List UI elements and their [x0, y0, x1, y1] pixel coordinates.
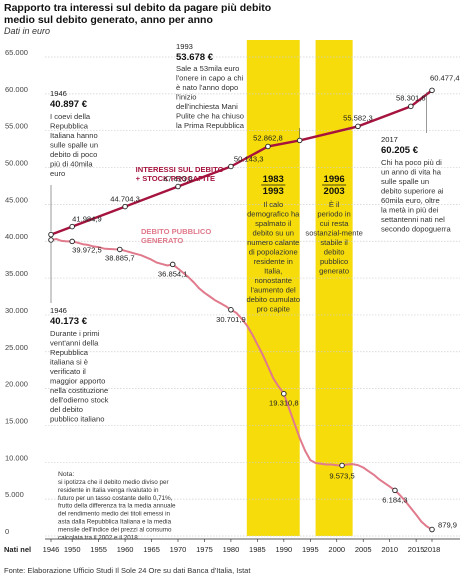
- x-tick-label: 2005: [355, 545, 372, 554]
- series-line-2: [50, 238, 433, 531]
- band-label-start: 1983: [263, 174, 284, 185]
- series-name-2: DEBITO PUBBLICO GENERATO: [141, 227, 211, 245]
- data-label: 6.184,3: [382, 495, 407, 504]
- data-point: [69, 238, 75, 245]
- data-label: 30.701,9: [216, 315, 246, 324]
- unit-label: Dati in euro: [4, 26, 51, 36]
- band-text: È il periodo in cui resta sostanzial-mente s…: [305, 200, 362, 276]
- data-point: [429, 526, 435, 533]
- y-tick-label: 35.000: [5, 269, 28, 278]
- annotation-year: 1946: [50, 89, 67, 98]
- data-point: [408, 103, 414, 110]
- data-point: [48, 237, 54, 243]
- data-label: 9.573,5: [329, 471, 354, 480]
- data-point: [429, 87, 435, 94]
- data-label: 36.854,1: [158, 269, 188, 278]
- data-label: 52.862,8: [253, 133, 283, 142]
- y-tick-label: 60.000: [5, 85, 28, 94]
- x-tick-label: 1965: [143, 545, 160, 554]
- band-label-end: 2003: [324, 186, 345, 197]
- note-text: si ipotizza che il debito medio diviso p…: [58, 479, 176, 541]
- band-label-start: 1996: [324, 174, 345, 185]
- x-tick-label: 2015: [408, 545, 425, 554]
- data-point: [296, 137, 303, 144]
- y-tick-label: 30.000: [5, 306, 28, 315]
- band-label-end: 1993: [263, 186, 284, 197]
- data-point: [265, 143, 271, 150]
- x-tick-label: 1995: [302, 545, 319, 554]
- data-point: [228, 307, 234, 313]
- annotation-year: 1946: [50, 306, 67, 315]
- y-tick-label: 25.000: [5, 343, 28, 352]
- data-point: [392, 487, 398, 494]
- data-point: [117, 246, 123, 253]
- x-tick-label: 2010: [381, 545, 398, 554]
- data-point: [48, 231, 54, 238]
- x-tick-label: 1970: [170, 545, 187, 554]
- annotation-year: 1993: [176, 42, 193, 51]
- data-point: [69, 223, 75, 230]
- y-tick-label: 55.000: [5, 122, 28, 131]
- data-label: 55.582,3: [343, 113, 373, 122]
- data-point: [228, 163, 234, 170]
- y-tick-label: 40.000: [5, 232, 28, 241]
- series-line-1: [50, 89, 433, 236]
- annotation-value: 60.205 €: [381, 145, 419, 156]
- data-label: 58.301,8: [396, 93, 426, 102]
- data-point: [175, 183, 181, 190]
- x-tick-label: 1946: [43, 545, 60, 554]
- data-point: [169, 261, 176, 268]
- data-label: 879,9: [438, 521, 457, 530]
- band-text: Il calo demografico ha spalmato il debito s…: [246, 200, 300, 314]
- annotation-value: 40.897 €: [50, 99, 88, 110]
- y-tick-label: 5.000: [5, 490, 24, 499]
- chart-title: Rapporto tra interessi sul debito da pag…: [4, 2, 272, 26]
- data-point: [355, 123, 361, 130]
- y-tick-label: 15.000: [5, 416, 28, 425]
- x-tick-label: 2000: [328, 545, 345, 554]
- y-tick-label: 50.000: [5, 159, 28, 168]
- y-tick-label: 65.000: [5, 48, 28, 57]
- note-title: Nota:: [58, 471, 74, 478]
- data-label: 44.704,3: [110, 195, 140, 204]
- annotation-text: I coevi della Repubblica Italiana hanno sul…: [50, 112, 98, 178]
- highlight-band-2: [315, 40, 353, 536]
- source-note: Fonte: Elaborazione Ufficio Studi Il Sol…: [4, 566, 251, 575]
- series-name-1: INTERESSI SUL DEBITO + STOCK PROCAPITE: [136, 165, 224, 183]
- data-point: [339, 462, 345, 469]
- data-point: [122, 203, 128, 210]
- x-tick-label: 1980: [223, 545, 240, 554]
- x-tick-label: 2018: [424, 545, 441, 554]
- annotation-text: Durante i primi vent'anni della Repubblica…: [50, 329, 109, 424]
- data-label: 19.310,8: [269, 399, 299, 408]
- data-label: 50.143,3: [234, 154, 264, 163]
- x-tick-label: 1985: [249, 545, 266, 554]
- highlight-band-1: [246, 40, 300, 536]
- data-label: 47.423,8: [163, 175, 193, 184]
- y-tick-label: 10.000: [5, 453, 28, 462]
- annotation-value: 53.678 €: [176, 52, 214, 63]
- x-tick-label: 1975: [196, 545, 213, 554]
- annotation-value: 40.173 €: [50, 316, 88, 327]
- y-tick-label: 20.000: [5, 380, 28, 389]
- x-axis-title: Nati nel: [4, 545, 31, 554]
- data-label: 38.885,7: [105, 253, 135, 262]
- data-point: [281, 390, 287, 397]
- annotation-year: 2017: [381, 135, 398, 144]
- data-label: 39.972,5: [72, 245, 102, 254]
- x-tick-label: 1960: [117, 545, 134, 554]
- x-tick-label: 1990: [275, 545, 292, 554]
- annotation-text: Sale a 53mila euro l'onere in capo a chi è…: [176, 64, 245, 130]
- y-tick-label: 45.000: [5, 195, 28, 204]
- annotation-text: Chi ha poco più di un anno di vita ha sull…: [381, 158, 451, 234]
- y-tick-label: 0: [5, 527, 9, 536]
- x-tick-label: 1955: [90, 545, 107, 554]
- data-label: 60.477,4: [430, 73, 460, 82]
- x-tick-label: 1950: [64, 545, 81, 554]
- data-label: 41.984,9: [72, 215, 102, 224]
